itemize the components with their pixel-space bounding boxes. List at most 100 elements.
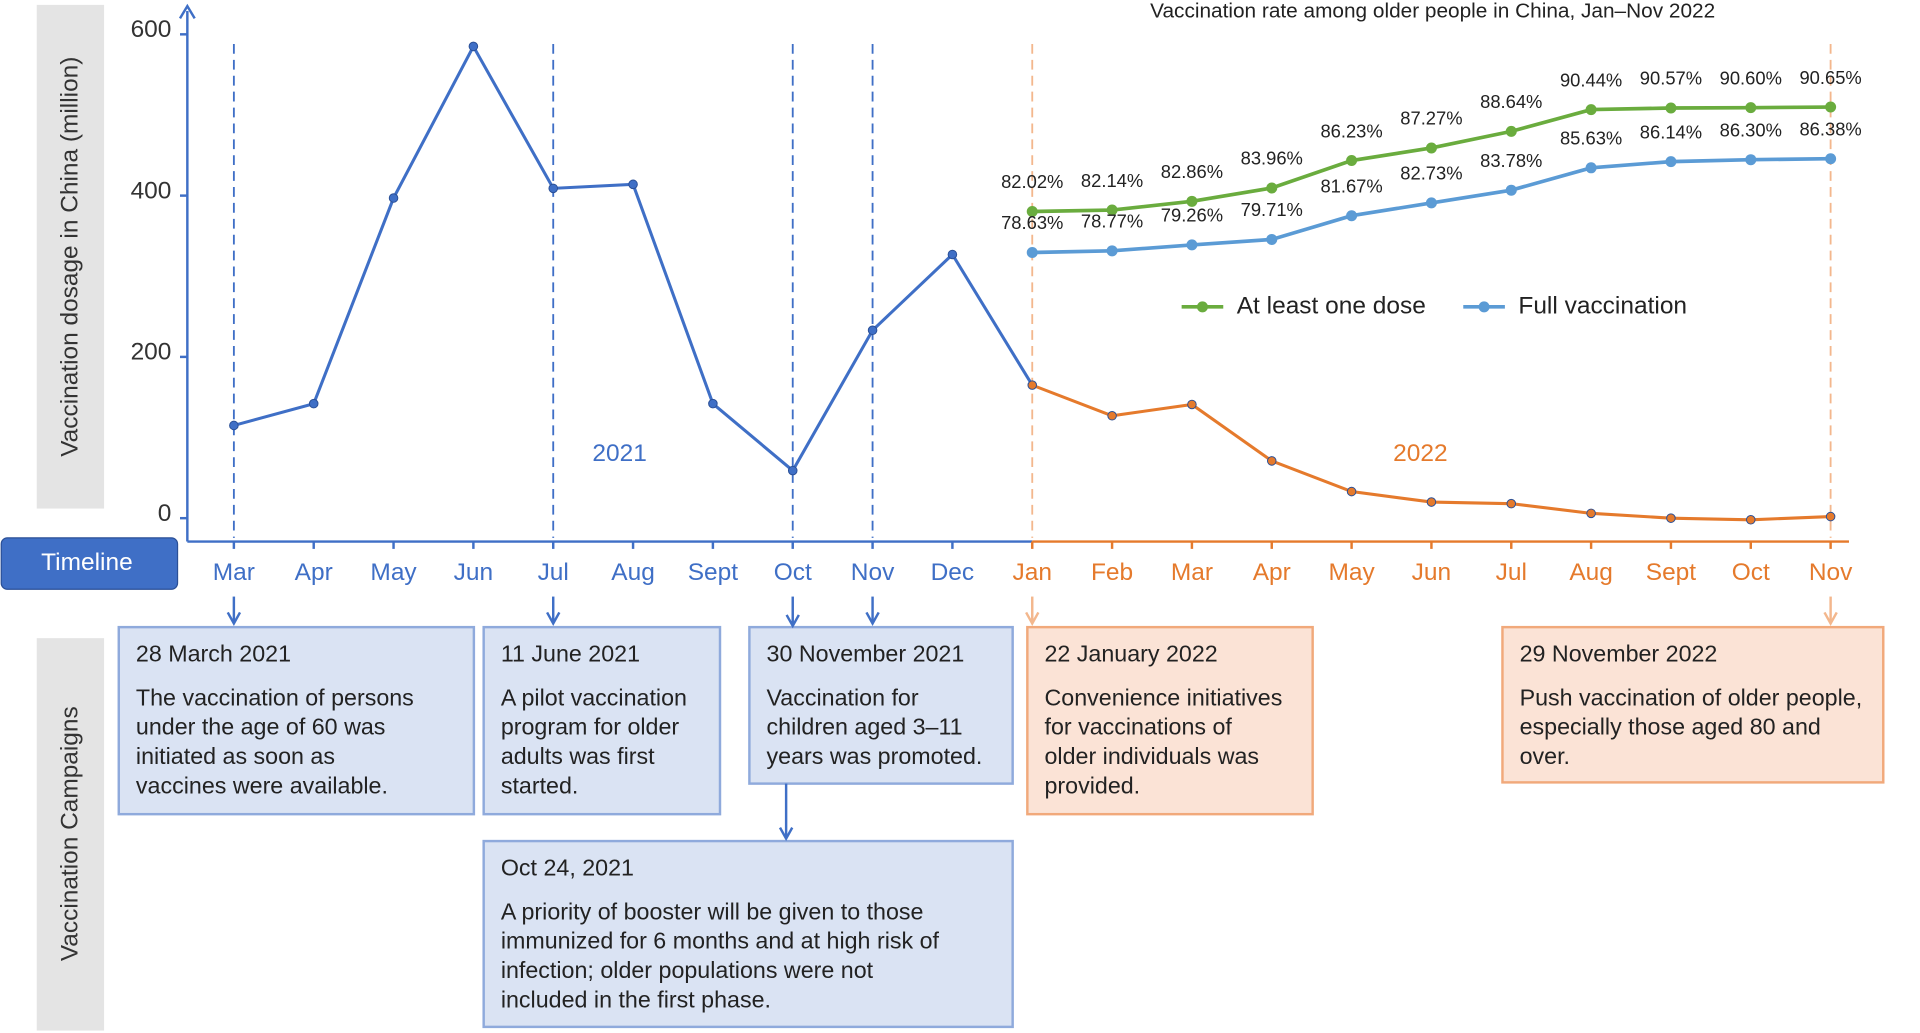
data-label: 90.60% — [1720, 67, 1782, 88]
data-label: 82.02% — [1001, 171, 1063, 192]
point — [1746, 515, 1756, 525]
inset-title: Vaccination rate among older people in C… — [1150, 0, 1715, 23]
campaign-box — [482, 839, 1014, 1029]
point — [1505, 184, 1517, 196]
data-label: 82.14% — [1081, 170, 1143, 191]
campaign-box — [748, 625, 1014, 785]
campaign-text: children aged 3–11 — [767, 714, 963, 740]
arrow-head — [865, 611, 880, 626]
point — [1666, 513, 1676, 523]
data-label: 85.63% — [1560, 128, 1622, 149]
point — [1027, 380, 1038, 390]
data-label: 86.30% — [1720, 119, 1782, 140]
x-tick-label: Sept — [688, 559, 739, 586]
x-tick-label: Oct — [1732, 559, 1770, 586]
campaign-text: infection; older populations were not — [501, 957, 874, 983]
point — [628, 179, 638, 190]
campaign-text: Convenience initiatives — [1044, 684, 1282, 710]
y-tick-label: 400 — [131, 177, 172, 204]
series-label: 2022 — [1393, 440, 1447, 467]
point — [1665, 156, 1677, 168]
point — [1186, 239, 1198, 251]
campaign-text: initiated as soon as — [136, 743, 335, 769]
campaign-date: 30 November 2021 — [767, 640, 965, 666]
legend-marker — [1196, 301, 1208, 313]
point — [1825, 153, 1837, 165]
x-tick-label: Oct — [774, 559, 812, 586]
point — [1266, 456, 1277, 466]
point — [1026, 247, 1038, 259]
point — [1426, 497, 1437, 507]
x-tick-label: Mar — [1171, 559, 1213, 586]
data-label: 88.64% — [1480, 91, 1542, 112]
campaign-date: 11 June 2021 — [501, 640, 640, 666]
data-label: 82.73% — [1400, 163, 1462, 184]
data-label: 78.77% — [1081, 211, 1143, 232]
data-label: 81.67% — [1320, 175, 1382, 196]
y-label-box — [36, 4, 105, 509]
arrow-head — [546, 611, 561, 626]
x-tick-label: Nov — [851, 559, 895, 586]
x-tick-label: Apr — [1253, 559, 1291, 586]
timeline-box — [0, 537, 179, 590]
data-label: 86.14% — [1640, 121, 1702, 142]
point — [1186, 195, 1198, 207]
arrow-head — [778, 827, 794, 842]
y-tick-label: 0 — [158, 500, 172, 527]
y-axis-arrow — [178, 3, 196, 19]
point — [947, 249, 958, 260]
series-label: 2021 — [592, 440, 646, 467]
series-line — [233, 43, 954, 473]
point — [1346, 486, 1357, 497]
campaign-text: especially those aged 80 and — [1520, 714, 1821, 740]
x-tick-label: Jun — [454, 559, 493, 586]
arrow-head — [1823, 611, 1838, 626]
x-tick-label: Aug — [1569, 559, 1613, 586]
campaign-text: over. — [1520, 743, 1570, 769]
campaign-date: 29 November 2022 — [1520, 640, 1718, 666]
point — [1346, 155, 1358, 167]
point — [1825, 101, 1837, 113]
campaign-text: started. — [501, 772, 579, 798]
arrow-head — [226, 611, 242, 626]
campaign-box — [1026, 625, 1314, 816]
point — [1665, 102, 1677, 114]
point — [1107, 410, 1117, 421]
point — [1586, 508, 1596, 519]
point — [1825, 511, 1836, 522]
data-label: 86.38% — [1799, 118, 1861, 139]
point — [1266, 182, 1278, 194]
point — [1425, 197, 1437, 209]
campaign-text: adults was first — [501, 743, 655, 769]
data-label: 79.71% — [1241, 199, 1303, 220]
arrow-head — [1025, 611, 1040, 626]
x-tick-label: Mar — [213, 559, 255, 586]
campaign-date: 22 January 2022 — [1044, 640, 1217, 666]
campaign-date: 28 March 2021 — [136, 640, 291, 666]
point — [867, 325, 878, 336]
data-label: 90.65% — [1799, 67, 1861, 88]
point — [388, 193, 399, 203]
campaign-text: vaccines were available. — [136, 772, 388, 798]
point — [1425, 142, 1437, 154]
arrow-head — [785, 614, 800, 629]
point — [468, 41, 479, 52]
legend-label: Full vaccination — [1518, 292, 1687, 319]
point — [1745, 102, 1757, 114]
point — [1026, 205, 1038, 217]
campaign-text: program for older — [501, 714, 680, 740]
campaign-text: Vaccination for — [767, 684, 919, 710]
point — [1346, 210, 1358, 222]
legend-label: At least one dose — [1237, 292, 1426, 319]
campaigns-label-box — [36, 638, 105, 1031]
data-label: 78.63% — [1001, 212, 1063, 233]
x-tick-label: May — [370, 559, 417, 586]
point — [1505, 125, 1517, 137]
x-tick-label: Jan — [1013, 559, 1052, 586]
data-label: 90.57% — [1640, 68, 1702, 89]
data-label: 83.96% — [1241, 148, 1303, 169]
point — [308, 398, 319, 409]
campaign-text: included in the first phase. — [501, 986, 771, 1012]
